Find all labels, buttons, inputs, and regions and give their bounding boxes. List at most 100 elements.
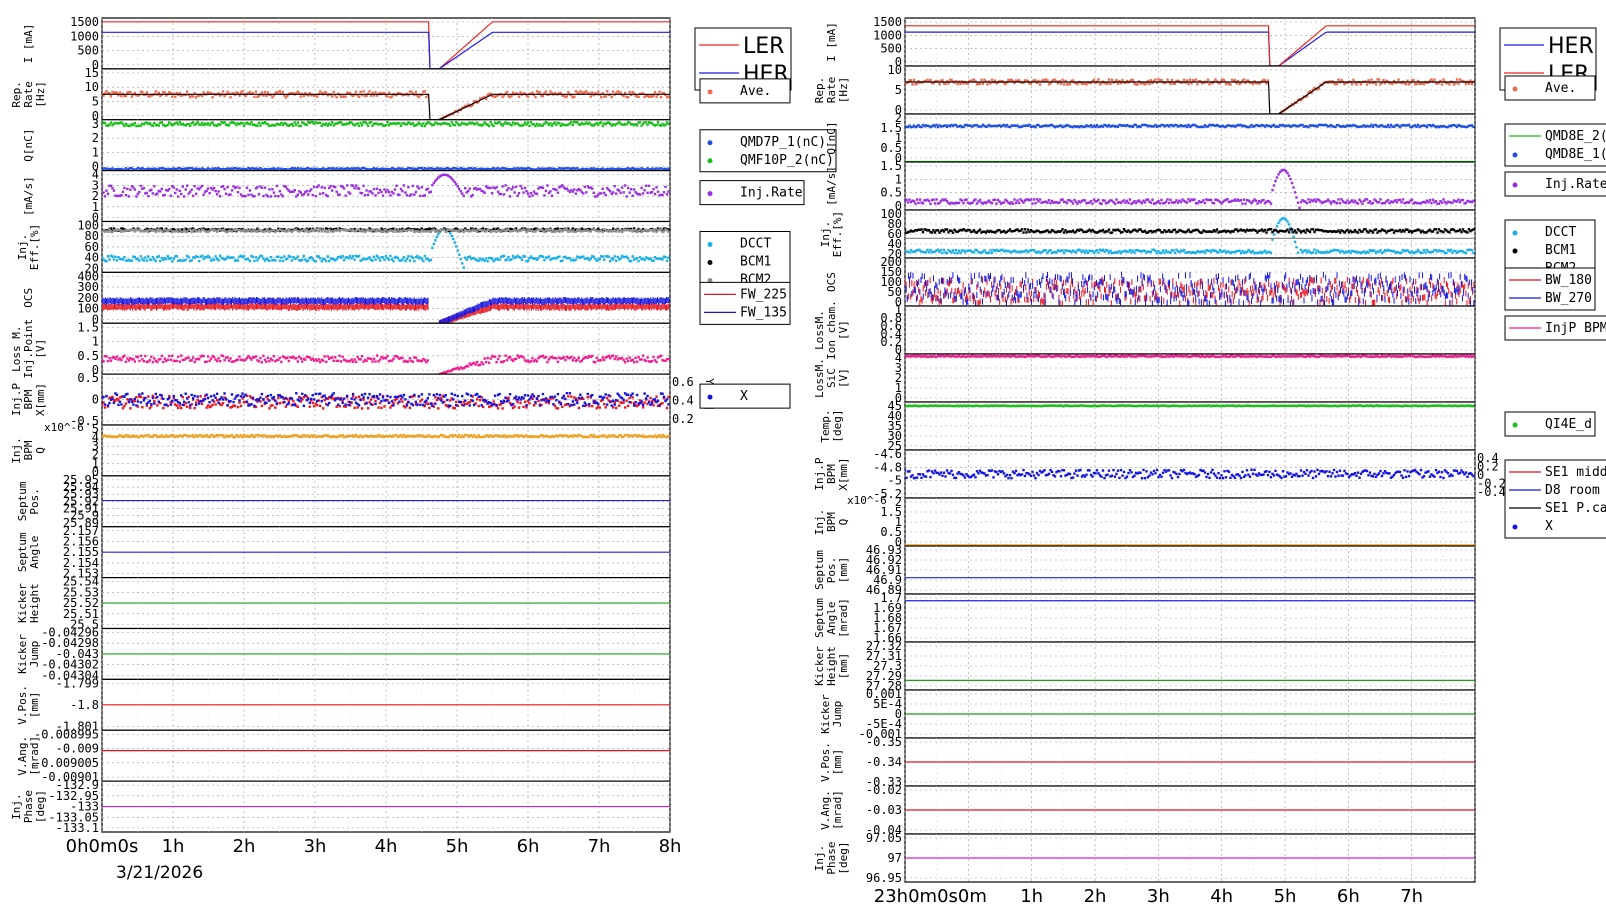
data-point [490,354,494,358]
data-point [393,355,397,358]
data-point [653,167,657,170]
data-point [625,123,628,126]
data-point [381,91,385,95]
data-point [239,358,243,361]
data-point [333,122,337,125]
data-point [123,228,126,231]
data-point [283,229,286,232]
data-point [338,227,341,230]
data-point [180,259,183,262]
data-point [585,121,588,124]
data-point [259,185,262,188]
data-point [202,227,205,230]
data-point [625,95,628,99]
data-point [588,121,591,125]
data-point [614,259,618,263]
data-point [567,356,570,360]
data-point [487,401,491,404]
data-point [641,168,645,171]
data-point [138,190,141,194]
data-point [218,397,222,401]
data-point [455,167,458,170]
data-point [652,259,655,262]
data-point [467,103,470,106]
data-point [570,167,573,171]
data-point [504,354,507,357]
data-point [212,355,216,359]
data-point [535,122,539,126]
data-point [534,124,537,128]
data-point [468,105,471,108]
data-point [375,354,379,357]
data-point [181,259,184,262]
data-point [580,230,584,233]
data-point [187,167,190,170]
data-point [238,94,241,97]
data-point [623,361,627,364]
data-point [472,187,476,190]
data-point [444,403,447,407]
data-point [263,229,267,233]
data-point [546,228,549,231]
data-point [623,168,627,171]
data-point [254,90,258,93]
data-point [567,90,570,94]
data-point [374,258,377,261]
data-point [268,230,271,234]
data-point [492,95,495,98]
data-point [480,361,483,364]
data-point [126,124,129,127]
data-point [549,228,552,231]
data-point [271,397,274,400]
data-point [356,122,359,125]
data-point [196,395,199,398]
data-point [305,167,308,170]
data-point [230,120,234,124]
data-point [163,124,166,127]
data-point [470,229,473,233]
y-axis-label: Eff.[%] [28,224,41,270]
data-point [196,120,199,124]
data-point [144,354,147,358]
data-point [413,193,416,196]
data-point [626,186,630,190]
data-point [256,227,259,230]
data-point [301,167,304,171]
data-point [348,360,352,363]
data-point [159,393,162,397]
y-tick-label: -0.5 [70,414,99,428]
data-point [344,194,347,197]
data-point [354,123,358,126]
data-point [151,229,155,232]
data-point [550,168,554,171]
data-point [510,257,513,261]
data-point [516,398,519,401]
data-point [441,173,444,177]
data-point [130,122,134,126]
data-point [183,259,186,262]
data-point [464,366,467,369]
data-point [622,255,625,259]
data-point [413,93,416,97]
data-point [253,356,256,359]
data-point [368,256,371,259]
data-point [610,124,613,127]
data-point [151,394,155,398]
data-point [359,358,362,361]
data-point [335,190,338,193]
data-point [547,358,551,361]
data-point [489,230,492,234]
data-point [254,398,258,402]
data-point [499,360,503,364]
data-point [208,168,211,171]
data-point [239,91,243,94]
data-point [357,124,361,128]
data-point [582,228,585,231]
data-point [305,189,308,193]
data-point [250,193,253,196]
data-point [266,91,270,94]
data-point [136,192,140,196]
data-point [525,360,528,363]
data-point [341,185,344,189]
data-point [211,121,214,124]
